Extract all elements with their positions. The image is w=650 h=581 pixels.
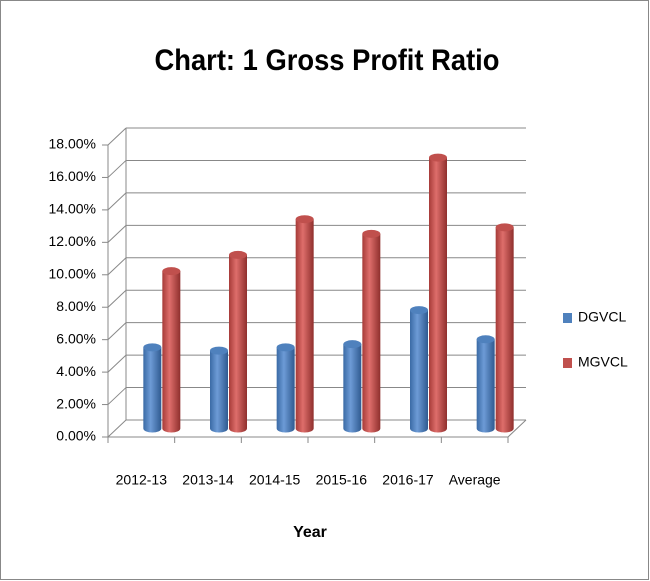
bar-cap [429, 153, 447, 162]
bar [229, 254, 247, 433]
x-tick-label: 2013-14 [182, 472, 234, 488]
y-tick-label: 14.00% [49, 201, 96, 217]
floor-right [507, 419, 527, 438]
bar [210, 350, 228, 433]
y-tick-label: 2.00% [56, 395, 96, 411]
legend-swatch [563, 358, 572, 368]
bar-cap [343, 340, 362, 349]
chart-title: Chart: 1 Gross Profit Ratio [155, 44, 500, 77]
bar-cap [410, 306, 428, 315]
x-tick-label: 2016-17 [382, 472, 434, 488]
grid-line-side [107, 354, 127, 373]
bar [362, 233, 381, 433]
legend-label: MGVCL [578, 354, 628, 370]
grid-line-side [107, 224, 127, 243]
grid-line-side [107, 322, 127, 341]
bar-cap [476, 335, 495, 344]
y-tick-label: 6.00% [56, 330, 96, 346]
y-tick-label: 10.00% [49, 265, 96, 281]
bar [495, 227, 514, 433]
x-tick-label: 2012-13 [116, 472, 168, 488]
x-tick-label: 2014-15 [249, 472, 301, 488]
bar-cap [143, 343, 162, 352]
x-tick-label: Average [449, 472, 501, 488]
bar [476, 339, 495, 433]
legend-label: DGVCL [578, 309, 626, 325]
bar [143, 347, 162, 433]
bar-cap [229, 250, 247, 259]
bar [410, 310, 428, 433]
grid-line-side [107, 387, 127, 405]
grid-line-side [107, 419, 127, 438]
y-tick-label: 16.00% [49, 168, 96, 184]
grid-line-side [107, 127, 127, 146]
bar-cap [295, 215, 314, 224]
bar [295, 219, 314, 433]
grid-line-side [107, 192, 127, 211]
grid-line-side [107, 257, 127, 276]
bar [276, 347, 295, 433]
y-tick-label: 18.00% [49, 136, 96, 152]
y-tick-label: 4.00% [56, 363, 96, 379]
bar [343, 344, 362, 433]
bar-cap [362, 229, 381, 238]
y-tick-label: 12.00% [49, 233, 96, 249]
legend-swatch [563, 313, 572, 323]
x-axis-title: Year [293, 524, 327, 541]
grid-line-side [107, 289, 127, 308]
bar [162, 271, 181, 433]
bar-cap [162, 267, 181, 276]
grid-line-side [107, 160, 127, 178]
bar-cap [276, 343, 295, 352]
y-tick-label: 8.00% [56, 298, 96, 314]
y-tick-label: 0.00% [56, 428, 96, 444]
x-tick-label: 2015-16 [316, 472, 368, 488]
bar-cap [495, 223, 514, 232]
bar [429, 157, 447, 433]
bar-cap [210, 346, 228, 355]
